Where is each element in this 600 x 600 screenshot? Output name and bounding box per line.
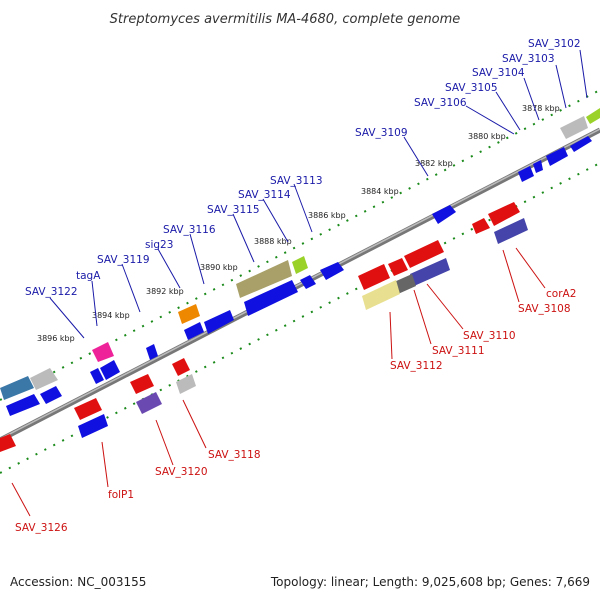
- gene-feature[interactable]: [178, 304, 200, 324]
- gene-feature[interactable]: [130, 374, 154, 394]
- gene-label-sav-3115[interactable]: SAV_3115: [207, 204, 260, 216]
- kbp-label-3884: 3884 kbp: [361, 187, 399, 196]
- gene-label-sav-3112[interactable]: SAV_3112: [390, 360, 443, 372]
- gene-label-sav-3118[interactable]: SAV_3118: [208, 449, 261, 461]
- gene-feature[interactable]: [432, 205, 456, 224]
- gene-label-sig23[interactable]: sig23: [145, 239, 173, 251]
- kbp-label-3886: 3886 kbp: [308, 211, 346, 220]
- map-title: Streptomyces avermitilis MA-4680, comple…: [110, 12, 461, 27]
- gene-label-sav-3116[interactable]: SAV_3116: [163, 224, 216, 236]
- kbp-label-3882: 3882 kbp: [415, 159, 453, 168]
- kbp-label-3878: 3878 kbp: [522, 104, 560, 113]
- gene-feature[interactable]: [570, 136, 592, 152]
- kbp-label-3880: 3880 kbp: [468, 132, 506, 141]
- gene-label-sav-3110[interactable]: SAV_3110: [463, 330, 516, 342]
- bottom-gene-labels: corA2 SAV_3108 SAV_3110 SAV_3111 SAV_311…: [15, 288, 576, 534]
- forward-genes: [0, 108, 600, 416]
- gene-feature[interactable]: [236, 260, 292, 298]
- leader-lines-bottom: [11, 247, 546, 517]
- gene-feature[interactable]: [172, 358, 190, 376]
- gene-feature[interactable]: [533, 160, 543, 173]
- gene-label-sav-3114[interactable]: SAV_3114: [238, 189, 291, 201]
- gene-label-sav-3119[interactable]: SAV_3119: [97, 254, 150, 266]
- gene-feature[interactable]: [494, 218, 528, 244]
- gene-feature[interactable]: [244, 280, 298, 316]
- gene-feature[interactable]: [90, 368, 104, 384]
- gene-label-cora2[interactable]: corA2: [546, 288, 576, 300]
- gene-feature[interactable]: [410, 258, 450, 286]
- kbp-label-3892: 3892 kbp: [146, 287, 184, 296]
- gene-feature[interactable]: [586, 108, 600, 124]
- gene-feature[interactable]: [518, 166, 534, 182]
- gene-label-sav-3122[interactable]: SAV_3122: [25, 286, 78, 298]
- gene-feature[interactable]: [204, 310, 234, 334]
- gene-label-sav-3111[interactable]: SAV_3111: [432, 345, 485, 357]
- gene-feature[interactable]: [0, 434, 16, 452]
- gene-feature[interactable]: [320, 262, 344, 280]
- kbp-label-3890: 3890 kbp: [200, 263, 238, 272]
- gene-label-folp1[interactable]: folP1: [108, 489, 134, 501]
- gene-label-sav-3108[interactable]: SAV_3108: [518, 303, 571, 315]
- upper-tick-row: [0, 89, 600, 401]
- gene-label-sav-3104[interactable]: SAV_3104: [472, 67, 525, 79]
- gene-feature[interactable]: [6, 394, 40, 416]
- gene-feature[interactable]: [78, 414, 108, 438]
- kbp-label-3894: 3894 kbp: [92, 311, 130, 320]
- gene-label-sav-3126[interactable]: SAV_3126: [15, 522, 68, 534]
- gene-feature[interactable]: [40, 386, 62, 404]
- kbp-label-3896: 3896 kbp: [37, 334, 75, 343]
- gene-feature[interactable]: [146, 344, 158, 360]
- gene-feature[interactable]: [394, 274, 416, 294]
- gene-feature[interactable]: [0, 376, 34, 400]
- gene-feature[interactable]: [100, 360, 120, 380]
- accession-text: Accession: NC_003155: [10, 575, 146, 589]
- gene-label-taga[interactable]: tagA: [76, 270, 101, 282]
- gene-feature[interactable]: [388, 258, 408, 276]
- gene-label-sav-3120[interactable]: SAV_3120: [155, 466, 208, 478]
- gene-label-sav-3102[interactable]: SAV_3102: [528, 38, 581, 50]
- gene-feature[interactable]: [92, 342, 114, 362]
- gene-feature[interactable]: [560, 116, 588, 139]
- leader-lines-top: [49, 49, 588, 339]
- gene-feature[interactable]: [358, 264, 390, 290]
- genome-backbone-highlight: [0, 128, 600, 440]
- gene-feature[interactable]: [546, 147, 568, 166]
- gene-feature[interactable]: [136, 392, 162, 414]
- gene-feature[interactable]: [292, 256, 308, 274]
- gene-feature[interactable]: [488, 202, 520, 226]
- genome-backbone: [0, 127, 600, 443]
- gene-feature[interactable]: [300, 275, 316, 289]
- gene-feature[interactable]: [30, 368, 58, 390]
- top-gene-labels: SAV_3102 SAV_3103 SAV_3104 SAV_3105 SAV_…: [25, 38, 581, 298]
- topology-text: Topology: linear; Length: 9,025,608 bp; …: [270, 575, 590, 589]
- reverse-genes: [0, 202, 528, 452]
- kbp-labels: 3878 kbp 3880 kbp 3882 kbp 3884 kbp 3886…: [37, 104, 560, 343]
- gene-feature[interactable]: [74, 398, 102, 420]
- gene-label-sav-3106[interactable]: SAV_3106: [414, 97, 467, 109]
- gene-feature[interactable]: [176, 374, 196, 394]
- gene-label-sav-3105[interactable]: SAV_3105: [445, 82, 498, 94]
- gene-label-sav-3113[interactable]: SAV_3113: [270, 175, 323, 187]
- gene-feature[interactable]: [184, 322, 204, 340]
- gene-label-sav-3109[interactable]: SAV_3109: [355, 127, 408, 139]
- gene-feature[interactable]: [472, 218, 490, 234]
- kbp-label-3888: 3888 kbp: [254, 237, 292, 246]
- gene-feature[interactable]: [404, 240, 444, 268]
- gene-label-sav-3103[interactable]: SAV_3103: [502, 53, 555, 65]
- gene-feature[interactable]: [362, 280, 400, 310]
